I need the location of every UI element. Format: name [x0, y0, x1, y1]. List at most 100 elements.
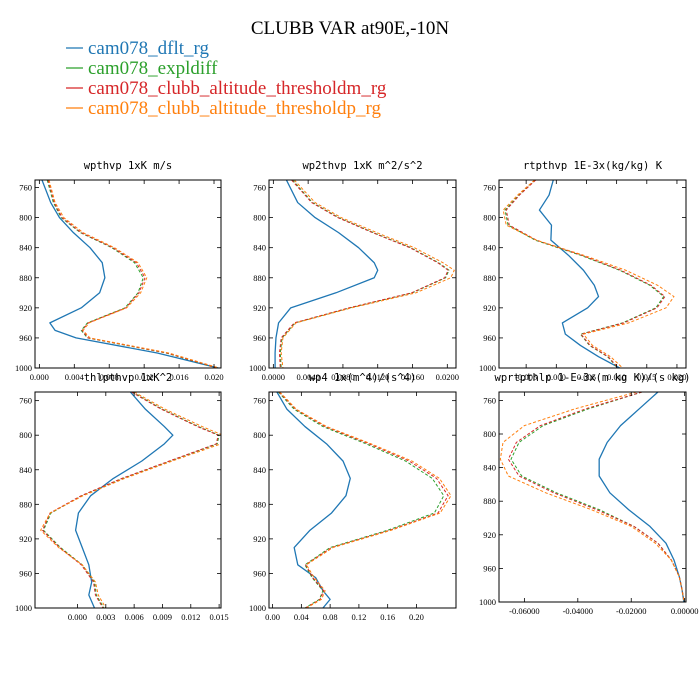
- series-line: [47, 180, 218, 368]
- series-line: [502, 180, 675, 368]
- x-tick-label: 0.008: [100, 372, 119, 382]
- x-tick-label: 0.0160: [401, 372, 424, 382]
- x-tick-label: 0.010: [607, 372, 626, 382]
- plot-frame: [498, 179, 687, 369]
- chart-panel: wp4 1x(m^4)/(s^4)76080084088092096010000…: [249, 372, 457, 622]
- chart-panel: wprtpthlp 1-E-3x(m kg K)/(s kg) 760 800 840…: [479, 372, 698, 616]
- series-line: [510, 392, 685, 602]
- series-line: [278, 180, 449, 368]
- x-tick-label: 0.08: [323, 612, 338, 622]
- figure-title: CLUBB VAR at90E,-10N: [251, 18, 450, 39]
- x-tick-label: 0.020: [204, 372, 223, 382]
- y-tick-label: 920: [19, 534, 32, 544]
- x-tick-label: 0.020: [667, 372, 686, 382]
- y-tick-label: 760: [483, 395, 496, 405]
- x-tick-label: 0.0080: [331, 372, 354, 382]
- y-tick-label: 920: [483, 303, 496, 313]
- x-tick-label: 0.016: [170, 372, 189, 382]
- y-tick-label: 1000: [15, 363, 32, 373]
- series-line: [598, 392, 685, 602]
- x-tick-label: 0.00: [265, 612, 280, 622]
- x-tick-label: 0.005: [577, 372, 596, 382]
- x-tick-label: 0.006: [125, 612, 144, 622]
- y-tick-label: 840: [19, 243, 32, 253]
- y-tick-label: 760: [483, 183, 496, 193]
- y-tick-label: 760: [253, 183, 266, 193]
- y-tick-label: 920: [19, 303, 32, 313]
- x-tick-label: 0.000: [68, 612, 87, 622]
- panel-title: wp4 1x(m^4)/(s^4): [309, 372, 416, 384]
- x-tick-label: 0.0000: [262, 372, 285, 382]
- series-line: [538, 180, 620, 368]
- x-tick-label: 0.20: [409, 612, 424, 622]
- panels: wpthvp 1xK m/s76080084088092096010000.00…: [15, 160, 698, 622]
- series-line: [504, 180, 665, 368]
- y-tick-label: 960: [253, 333, 266, 343]
- y-tick-label: 880: [483, 496, 496, 506]
- chart-panel: wpthvp 1xK m/s76080084088092096010000.00…: [15, 160, 224, 382]
- y-tick-label: 760: [253, 396, 266, 406]
- series-line: [279, 180, 450, 368]
- series-line: [279, 392, 452, 608]
- series-line: [43, 392, 220, 608]
- series-line: [278, 392, 449, 608]
- plot-frame: [268, 179, 457, 369]
- y-tick-label: 840: [483, 463, 496, 473]
- y-tick-label: 760: [19, 183, 32, 193]
- x-tick-label: -0.06000: [509, 606, 539, 616]
- y-tick-label: 880: [253, 499, 266, 509]
- y-tick-label: 800: [19, 213, 32, 223]
- x-tick-label: 0.0120: [366, 372, 389, 382]
- y-tick-label: 1000: [249, 363, 266, 373]
- y-tick-label: 800: [483, 429, 496, 439]
- x-tick-label: 0.012: [135, 372, 154, 382]
- legend-label: cam078_clubb_altitude_thresholdp_rg: [88, 98, 382, 119]
- y-tick-label: 960: [253, 568, 266, 578]
- x-tick-label: 0.12: [351, 612, 366, 622]
- y-tick-label: 880: [19, 499, 32, 509]
- panel-title: wpthvp 1xK m/s: [84, 160, 173, 172]
- x-tick-label: 0.015: [637, 372, 656, 382]
- plot-frame: [34, 391, 222, 609]
- x-tick-label: 0.015: [210, 612, 229, 622]
- y-tick-label: 960: [483, 563, 496, 573]
- series-line: [41, 180, 219, 368]
- plot-frame: [34, 179, 222, 369]
- series-line: [277, 392, 445, 608]
- x-tick-label: 0.00000: [671, 606, 699, 616]
- x-tick-label: -0.04000: [563, 606, 593, 616]
- panel-title: wprtpthlp 1-E-3x(m kg K)/(s kg): [495, 372, 691, 384]
- y-tick-label: 800: [483, 213, 496, 223]
- series-line: [42, 392, 219, 608]
- y-tick-label: 1000: [15, 603, 32, 613]
- chart-panel: thlpthvp 1xK^2 760 800 840 880 920 960 1000 0.00…: [15, 372, 229, 622]
- x-tick-label: 0.012: [181, 612, 200, 622]
- y-tick-label: 880: [19, 273, 32, 283]
- series-line: [505, 180, 666, 368]
- legend-label: cam078_dflt_rg: [88, 38, 210, 59]
- y-tick-label: 800: [253, 430, 266, 440]
- legend-label: cam078_expldiff: [88, 58, 218, 79]
- series-line: [48, 180, 220, 368]
- x-tick-label: 0.000: [547, 372, 566, 382]
- y-tick-label: 800: [19, 430, 32, 440]
- chart-panel: rtpthvp 1E-3x(kg/kg) K 760 800 840 880 920 960…: [479, 160, 687, 382]
- x-tick-label: 0.000: [30, 372, 49, 382]
- y-tick-label: 960: [19, 333, 32, 343]
- x-tick-label: 0.009: [153, 612, 172, 622]
- x-tick-label: 0.003: [96, 612, 115, 622]
- y-tick-label: 840: [253, 465, 266, 475]
- series-line: [274, 180, 379, 368]
- x-tick-label: 0.004: [65, 372, 85, 382]
- series-line: [40, 392, 221, 608]
- plot-frame: [268, 391, 457, 609]
- x-tick-label: -0.005: [515, 372, 537, 382]
- y-tick-label: 960: [19, 568, 32, 578]
- series-line: [46, 180, 217, 368]
- series-line: [276, 392, 351, 608]
- y-tick-label: 920: [483, 530, 496, 540]
- y-tick-label: 880: [483, 273, 496, 283]
- series-line: [499, 392, 685, 602]
- x-tick-label: 0.0040: [296, 372, 319, 382]
